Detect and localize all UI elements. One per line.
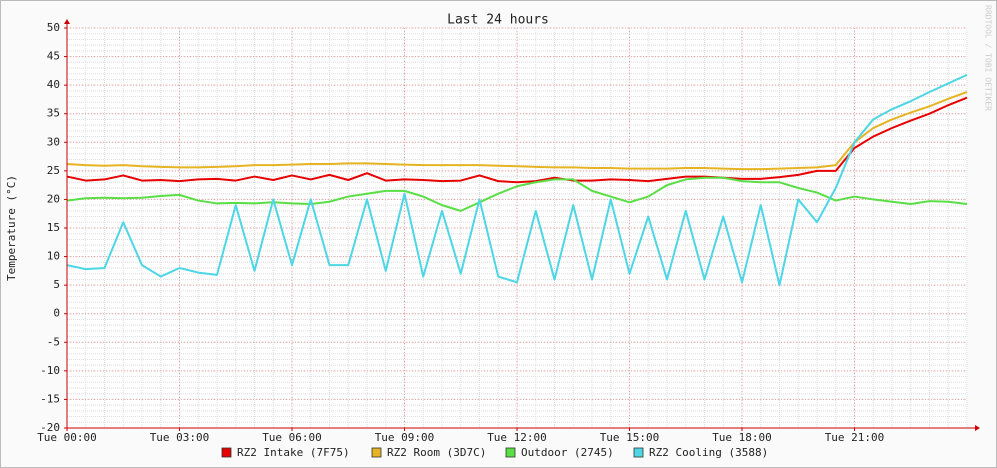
legend-label: RZ2 Cooling (3588) (649, 446, 768, 459)
legend-label: Outdoor (2745) (521, 446, 614, 459)
y-axis-arrow (64, 19, 70, 24)
y-tick-label: -15 (40, 392, 60, 405)
x-axis-arrow (975, 425, 980, 431)
x-tick-label: Tue 12:00 (487, 431, 547, 444)
y-tick-label: 0 (53, 307, 60, 320)
y-tick-label: 25 (47, 164, 60, 177)
series-line (66, 73, 968, 287)
y-tick-label: -10 (40, 364, 60, 377)
y-tick-label: 20 (47, 192, 60, 205)
y-axis-label: Temperature (°C) (5, 175, 18, 281)
x-tick-label: Tue 03:00 (150, 431, 210, 444)
y-tick-label: 5 (53, 278, 60, 291)
chart-title: Last 24 hours (447, 13, 549, 28)
y-tick-label: -20 (40, 421, 60, 434)
legend-label: RZ2 Room (3D7C) (387, 446, 486, 459)
x-tick-label: Tue 09:00 (375, 431, 435, 444)
legend-swatch (505, 447, 516, 458)
legend-swatch (633, 447, 644, 458)
x-tick-label: Tue 21:00 (825, 431, 885, 444)
x-tick-label: Tue 18:00 (712, 431, 772, 444)
y-tick-label: 35 (47, 107, 60, 120)
x-tick-label: Tue 06:00 (262, 431, 322, 444)
y-tick-label: 15 (47, 221, 60, 234)
y-tick-label: 10 (47, 250, 60, 263)
y-tick-label: 40 (47, 78, 60, 91)
series-line (66, 96, 968, 184)
legend-swatch (371, 447, 382, 458)
y-tick-label: 30 (47, 135, 60, 148)
y-tick-label: 50 (47, 21, 60, 34)
watermark: RRDTOOL / TOBI OETIKER (984, 5, 993, 111)
x-tick-label: Tue 00:00 (37, 431, 97, 444)
x-tick-label: Tue 15:00 (600, 431, 660, 444)
y-tick-label: 45 (47, 50, 60, 63)
legend-swatch (221, 447, 232, 458)
legend-label: RZ2 Intake (7F75) (237, 446, 350, 459)
series-line (66, 176, 968, 212)
y-tick-label: -5 (47, 335, 60, 348)
series-line (66, 91, 968, 171)
